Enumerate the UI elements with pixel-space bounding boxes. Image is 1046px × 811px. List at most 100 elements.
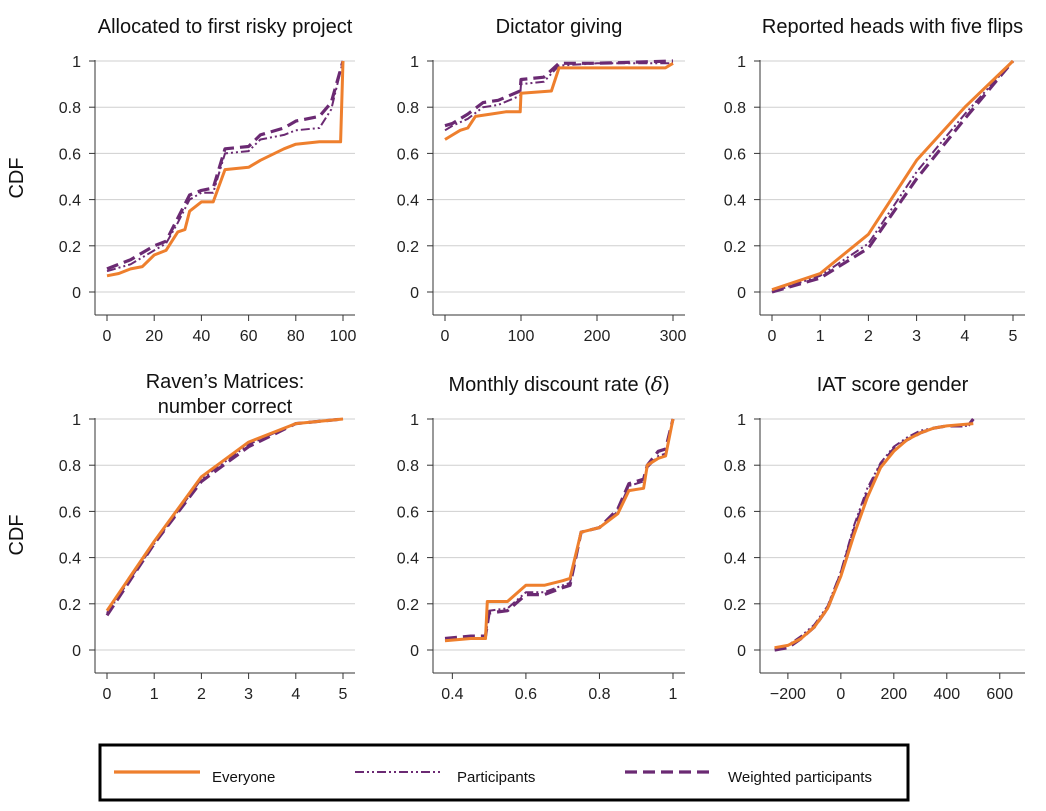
y-tick-label: 0.6: [59, 146, 81, 163]
series-line-weighted-participants: [105, 417, 344, 617]
legend-label-everyone: Everyone: [212, 769, 275, 786]
y-tick-label: 0.4: [724, 193, 746, 210]
x-tick-label: 100: [330, 328, 357, 345]
x-tick-label: 3: [912, 328, 921, 345]
y-tick-label: 0.2: [59, 239, 81, 256]
x-tick-label: 0.6: [515, 686, 537, 703]
x-tick-label: 0: [441, 328, 450, 345]
series-line-weighted-participants: [771, 59, 1015, 294]
y-tick-label: 0.2: [397, 239, 419, 256]
series-line-participants: [106, 60, 344, 273]
y-tick-label: 0.8: [59, 458, 81, 475]
series-line-participants: [771, 60, 1014, 293]
y-tick-label: 1: [410, 54, 419, 71]
series-line-participants: [444, 62, 673, 132]
x-tick-label: 0.4: [441, 686, 463, 703]
y-tick-label: 1: [410, 412, 419, 429]
y-tick-label: 0: [410, 285, 419, 302]
chart-title: Monthly discount rate (δ): [448, 372, 669, 396]
x-tick-label: 60: [240, 328, 258, 345]
y-tick-label: 0.2: [724, 239, 746, 256]
series-line-participants: [774, 418, 975, 649]
x-tick-label: 1: [669, 686, 678, 703]
y-tick-label: 0.2: [397, 597, 419, 614]
x-tick-label: 2: [197, 686, 206, 703]
y-tick-label: 0.8: [397, 100, 419, 117]
series-line-weighted-participants: [774, 418, 975, 652]
x-tick-label: 200: [584, 328, 611, 345]
legend-label-participants: Participants: [457, 769, 535, 786]
y-tick-label: 0: [72, 643, 81, 660]
chart-title-line2: number correct: [158, 396, 293, 418]
y-tick-label: 0: [72, 285, 81, 302]
x-tick-label: 3: [244, 686, 253, 703]
y-tick-label: 0.2: [724, 597, 746, 614]
y-axis-label-bottom: CDF: [6, 514, 28, 555]
y-tick-label: 0.8: [724, 458, 746, 475]
y-tick-label: 0.4: [59, 551, 81, 568]
x-tick-label: 5: [1009, 328, 1018, 345]
chart-panel-5: 0 0.2 0.4 0.6 0.8 1 −200 0 200 400 600 IAT score ge…: [724, 374, 1025, 703]
y-tick-label: 1: [737, 54, 746, 71]
chart-title: Allocated to first risky project: [98, 16, 353, 38]
series-line-weighted-participants: [444, 59, 674, 128]
x-tick-label: 0: [836, 686, 845, 703]
chart-panel-2: 0 0.2 0.4 0.6 0.8 1 0 1 2 3 4 5 Reported heads with …: [724, 16, 1025, 345]
series-line-participants: [106, 418, 344, 614]
x-tick-label: 0: [768, 328, 777, 345]
x-tick-label: 300: [660, 328, 687, 345]
y-tick-label: 0: [737, 643, 746, 660]
x-tick-label: 200: [880, 686, 907, 703]
y-tick-label: 0.8: [724, 100, 746, 117]
chart-title-symbol: δ: [651, 372, 663, 396]
legend-box: [98, 743, 910, 802]
y-tick-label: 0.6: [724, 504, 746, 521]
y-tick-label: 0.6: [397, 146, 419, 163]
x-tick-label: 0: [103, 686, 112, 703]
series-line-everyone: [444, 62, 674, 141]
y-tick-label: 0.4: [59, 193, 81, 210]
chart-title-end: ): [663, 374, 670, 396]
series-line-everyone: [106, 60, 345, 278]
y-tick-label: 0: [737, 285, 746, 302]
chart-panel-0: 0 0.2 0.4 0.6 0.8 1 0 20 40 60 80 100 Allocated to f…: [59, 16, 357, 345]
chart-title: Raven’s Matrices:: [146, 371, 305, 393]
x-tick-label: −200: [770, 686, 806, 703]
chart-panel-3: 0 0.2 0.4 0.6 0.8 1 0 1 2 3 4 5 Raven’s Matrices: num…: [59, 371, 355, 703]
y-tick-label: 0.6: [397, 504, 419, 521]
series-line-everyone: [444, 418, 675, 643]
legend-label-weighted-participants: Weighted participants: [728, 769, 872, 786]
chart-title: Dictator giving: [496, 16, 623, 38]
x-tick-label: 400: [933, 686, 960, 703]
x-tick-label: 20: [145, 328, 163, 345]
series-line-everyone: [105, 417, 344, 612]
x-tick-label: 1: [816, 328, 825, 345]
x-tick-label: 40: [193, 328, 211, 345]
x-tick-label: 4: [960, 328, 969, 345]
x-tick-label: 0: [103, 328, 112, 345]
series-line-everyone: [774, 422, 974, 650]
y-tick-label: 0.4: [397, 551, 419, 568]
y-tick-label: 1: [72, 412, 81, 429]
x-tick-label: 600: [986, 686, 1013, 703]
y-tick-label: 0.8: [397, 458, 419, 475]
chart-title: IAT score gender: [817, 374, 969, 396]
y-tick-label: 0.2: [59, 597, 81, 614]
y-tick-label: 0.6: [59, 504, 81, 521]
y-tick-label: 0.4: [397, 193, 419, 210]
y-tick-label: 0.4: [724, 551, 746, 568]
legend: Everyone Participants Weighted participa…: [98, 743, 910, 802]
y-tick-label: 0.6: [724, 146, 746, 163]
y-tick-label: 0.8: [59, 100, 81, 117]
chart-title: Reported heads with five flips: [762, 16, 1023, 38]
series-line-everyone: [771, 59, 1015, 292]
x-tick-label: 80: [287, 328, 305, 345]
x-tick-label: 1: [150, 686, 159, 703]
series-line-participants: [444, 418, 674, 642]
series-line-weighted-participants: [444, 418, 675, 641]
y-axis-label-top: CDF: [6, 157, 28, 198]
y-tick-label: 1: [737, 412, 746, 429]
x-tick-label: 2: [864, 328, 873, 345]
